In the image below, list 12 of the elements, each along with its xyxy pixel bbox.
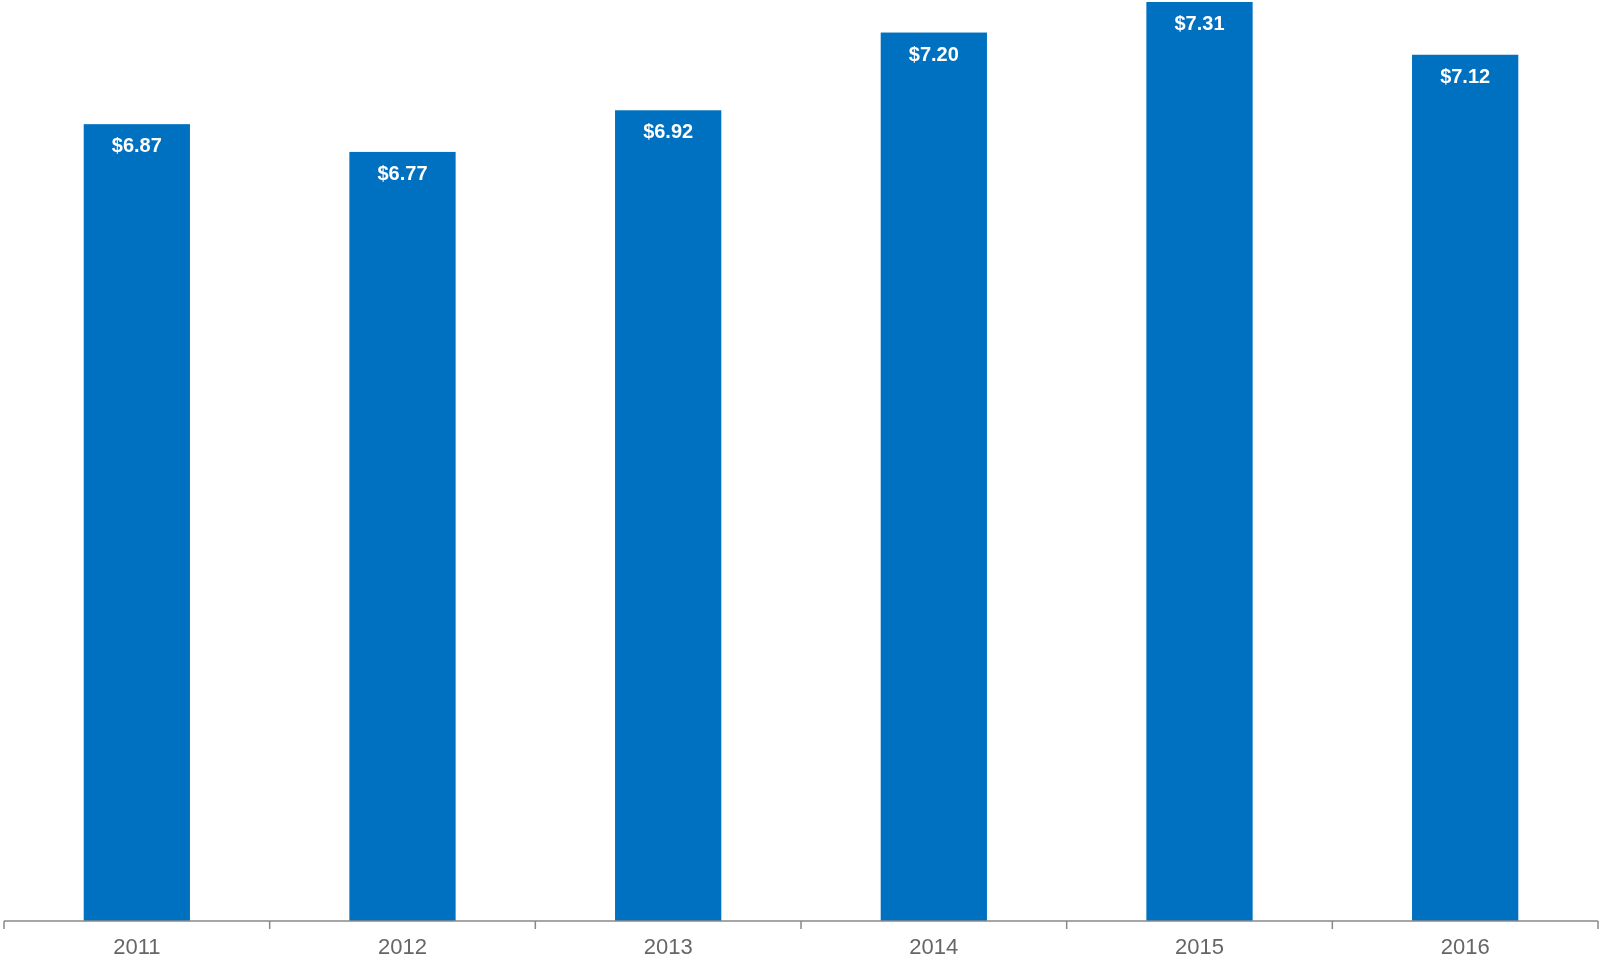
data-label: $6.92	[643, 120, 694, 143]
x-tick-label: 2015	[1175, 934, 1224, 959]
data-label: $7.31	[1174, 12, 1225, 34]
data-label: $7.20	[908, 42, 959, 65]
x-tick-label: 2014	[909, 934, 959, 959]
x-tick-label: 2016	[1440, 934, 1490, 959]
x-tick-label: 2013	[643, 934, 693, 959]
data-label: $6.77	[377, 161, 428, 184]
x-tick-label: 2012	[378, 934, 427, 959]
data-label: $6.87	[111, 134, 162, 157]
x-tick-label: 2011	[113, 934, 161, 959]
data-label: $7.12	[1440, 64, 1491, 87]
